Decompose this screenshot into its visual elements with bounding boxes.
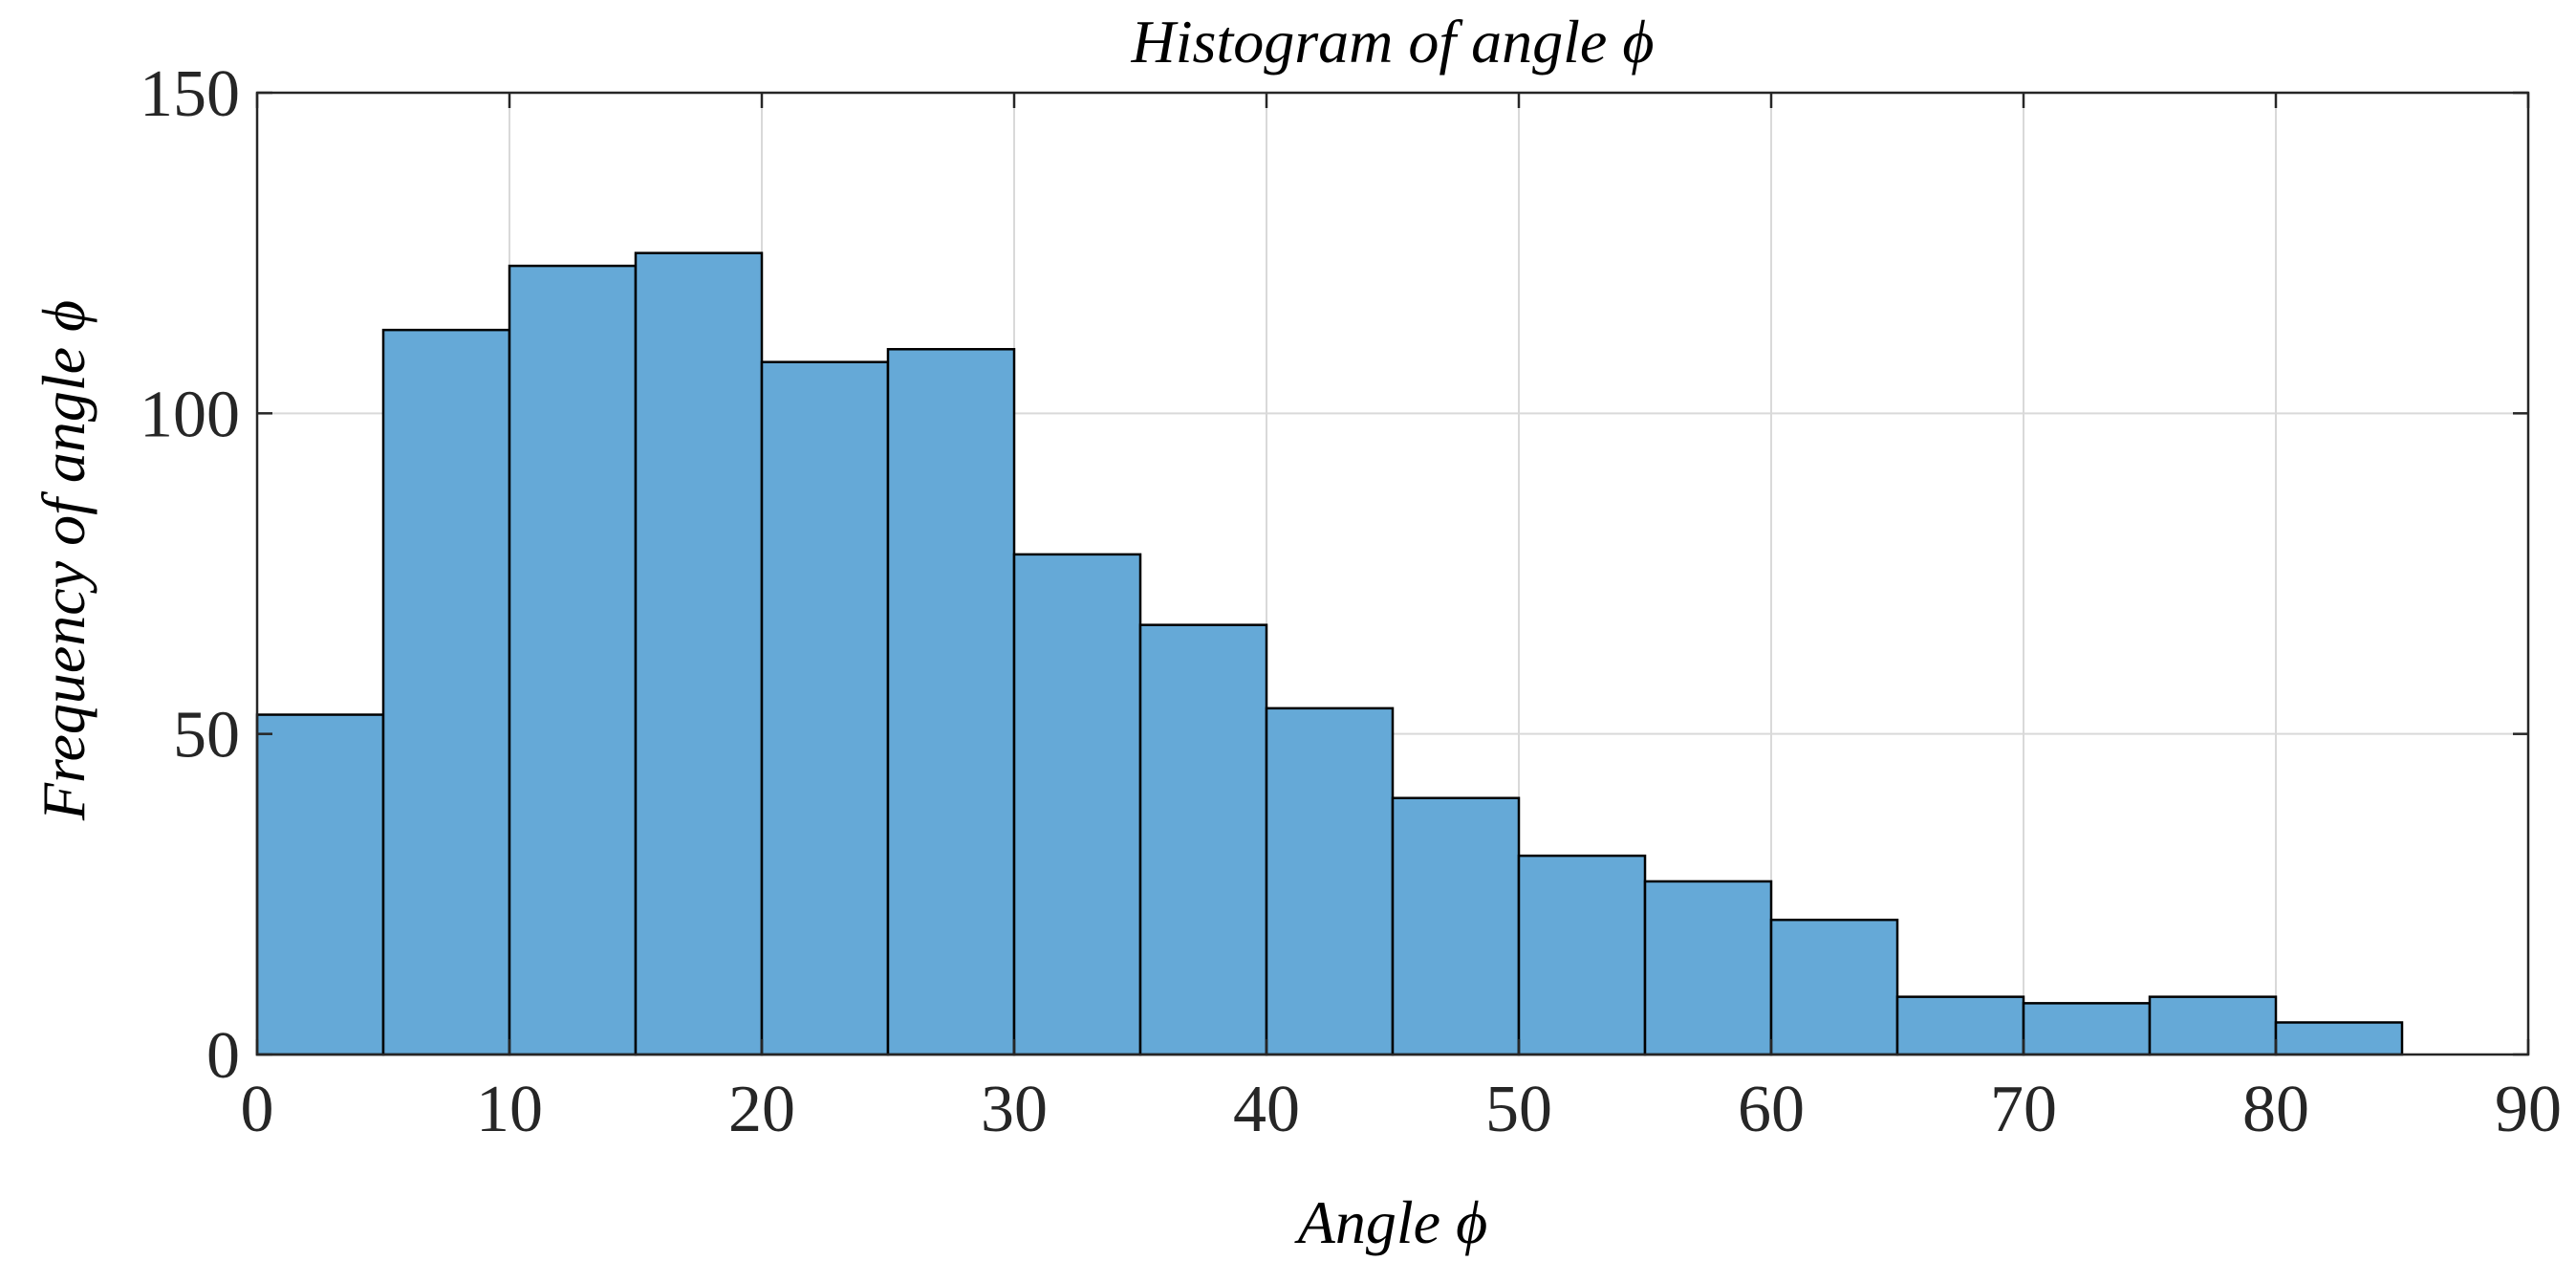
histogram-bar bbox=[1012, 553, 1142, 1056]
histogram-bar bbox=[1517, 854, 1647, 1056]
x-tick-label: 60 bbox=[1738, 1073, 1805, 1146]
histogram-bars bbox=[255, 251, 2404, 1056]
histogram-bar bbox=[1643, 880, 1773, 1056]
histogram-bar bbox=[255, 713, 385, 1056]
y-tick-label: 50 bbox=[173, 699, 240, 772]
x-tick-label: 20 bbox=[728, 1073, 795, 1146]
y-tick-labels: 0 50 100 150 bbox=[140, 57, 240, 1093]
histogram-bar bbox=[2274, 1021, 2404, 1056]
y-axis-title: Frequency of angle ϕ bbox=[30, 300, 97, 821]
y-tick-label: 0 bbox=[206, 1019, 240, 1093]
histogram-bar bbox=[886, 348, 1016, 1056]
histogram-bar bbox=[634, 251, 764, 1056]
chart-title: Histogram of angle ϕ bbox=[1131, 8, 1655, 76]
plot-frame bbox=[255, 91, 2530, 1056]
histogram-bar bbox=[1769, 918, 1899, 1056]
histogram-bar bbox=[508, 264, 638, 1056]
x-tick-label: 0 bbox=[241, 1073, 274, 1146]
x-tick-label: 30 bbox=[981, 1073, 1048, 1146]
x-tick-label: 80 bbox=[2242, 1073, 2309, 1146]
histogram-bar bbox=[2148, 995, 2278, 1056]
histogram-bar bbox=[1895, 995, 2025, 1056]
histogram-bar bbox=[1391, 796, 1521, 1056]
x-axis-title: Angle ϕ bbox=[1294, 1188, 1487, 1256]
x-tick-label: 50 bbox=[1485, 1073, 1552, 1146]
histogram-bar bbox=[760, 360, 890, 1056]
x-tick-label: 10 bbox=[476, 1073, 543, 1146]
histogram-bar bbox=[381, 328, 511, 1056]
x-tick-label: 70 bbox=[1990, 1073, 2057, 1146]
y-tick-label: 100 bbox=[140, 378, 240, 451]
histogram-bar bbox=[1265, 707, 1395, 1056]
histogram-bar bbox=[1138, 623, 1268, 1056]
x-tick-label: 90 bbox=[2495, 1073, 2562, 1146]
histogram-bar bbox=[2022, 1002, 2152, 1056]
x-tick-labels: 0 10 20 30 40 50 60 70 80 90 bbox=[241, 1073, 2563, 1146]
plot-axes bbox=[255, 91, 2530, 1056]
x-tick-label: 40 bbox=[1233, 1073, 1300, 1146]
y-tick-label: 150 bbox=[140, 57, 240, 131]
